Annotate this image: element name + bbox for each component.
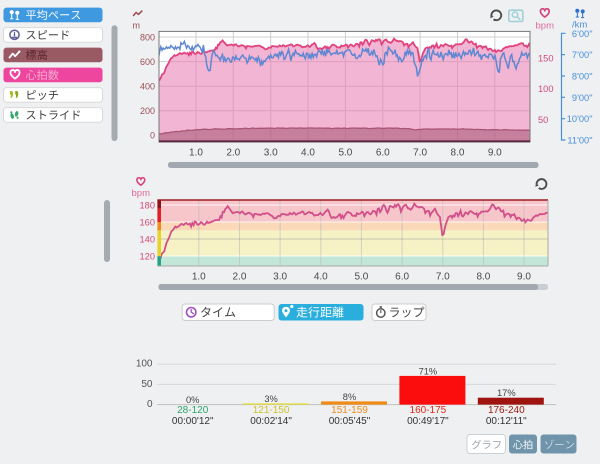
svg-text:800: 800 [140, 32, 155, 42]
svg-text:50: 50 [538, 115, 548, 125]
svg-text:6.0: 6.0 [376, 148, 390, 159]
svg-text:1.0: 1.0 [192, 272, 206, 283]
svg-text:00:12'11": 00:12'11" [486, 416, 527, 427]
svg-text:4.0: 4.0 [314, 272, 328, 283]
svg-text:7.0: 7.0 [413, 148, 427, 159]
svg-text:160: 160 [139, 218, 155, 228]
svg-text:11'00": 11'00" [567, 136, 592, 146]
svg-text:5.0: 5.0 [354, 272, 368, 283]
svg-text:4.0: 4.0 [301, 148, 315, 159]
svg-text:100: 100 [136, 359, 153, 370]
svg-text:0%: 0% [186, 395, 199, 405]
svg-text:2.0: 2.0 [233, 272, 247, 283]
svg-text:71%: 71% [419, 366, 438, 376]
svg-text:120: 120 [139, 252, 155, 262]
svg-text:100: 100 [538, 84, 554, 94]
svg-text:6'00": 6'00" [572, 29, 593, 39]
svg-text:8.0: 8.0 [451, 148, 465, 159]
svg-text:10'00": 10'00" [567, 114, 593, 124]
svg-text:bpm: bpm [536, 20, 555, 31]
svg-text:/km: /km [572, 20, 587, 31]
svg-text:600: 600 [140, 57, 155, 67]
svg-text:00:00'12": 00:00'12" [172, 416, 214, 427]
svg-text:176-240: 176-240 [488, 405, 525, 416]
svg-text:121-150: 121-150 [253, 405, 290, 416]
svg-text:2.0: 2.0 [226, 148, 240, 159]
svg-text:8.0: 8.0 [476, 272, 490, 283]
svg-text:50: 50 [141, 379, 153, 390]
svg-text:160-175: 160-175 [410, 405, 447, 416]
svg-text:3%: 3% [264, 394, 277, 404]
svg-text:8'00": 8'00" [572, 72, 593, 82]
svg-text:9.0: 9.0 [517, 272, 531, 283]
svg-text:7.0: 7.0 [436, 272, 450, 283]
svg-text:200: 200 [140, 106, 155, 116]
svg-text:7'00": 7'00" [572, 50, 593, 60]
svg-text:150: 150 [538, 54, 554, 64]
svg-text:00:05'45": 00:05'45" [329, 416, 371, 427]
svg-text:400: 400 [140, 82, 155, 92]
svg-text:5.0: 5.0 [338, 148, 352, 159]
svg-text:3.0: 3.0 [264, 148, 278, 159]
svg-text:9.0: 9.0 [488, 148, 502, 159]
svg-text:9'00": 9'00" [572, 93, 593, 103]
svg-text:17%: 17% [497, 388, 516, 398]
svg-text:0: 0 [147, 399, 153, 410]
svg-text:00:49'17": 00:49'17" [407, 416, 449, 427]
svg-text:m: m [133, 21, 141, 31]
svg-text:1.0: 1.0 [189, 148, 203, 159]
svg-text:6.0: 6.0 [395, 272, 409, 283]
svg-text:3.0: 3.0 [273, 272, 287, 283]
svg-text:00:02'14": 00:02'14" [250, 416, 292, 427]
svg-text:0: 0 [150, 131, 155, 141]
svg-text:140: 140 [139, 235, 155, 245]
svg-text:28-120: 28-120 [177, 405, 209, 416]
svg-text:8%: 8% [343, 392, 356, 402]
svg-text:bpm: bpm [132, 188, 151, 199]
svg-text:151-159: 151-159 [331, 405, 368, 416]
svg-text:180: 180 [139, 201, 155, 211]
